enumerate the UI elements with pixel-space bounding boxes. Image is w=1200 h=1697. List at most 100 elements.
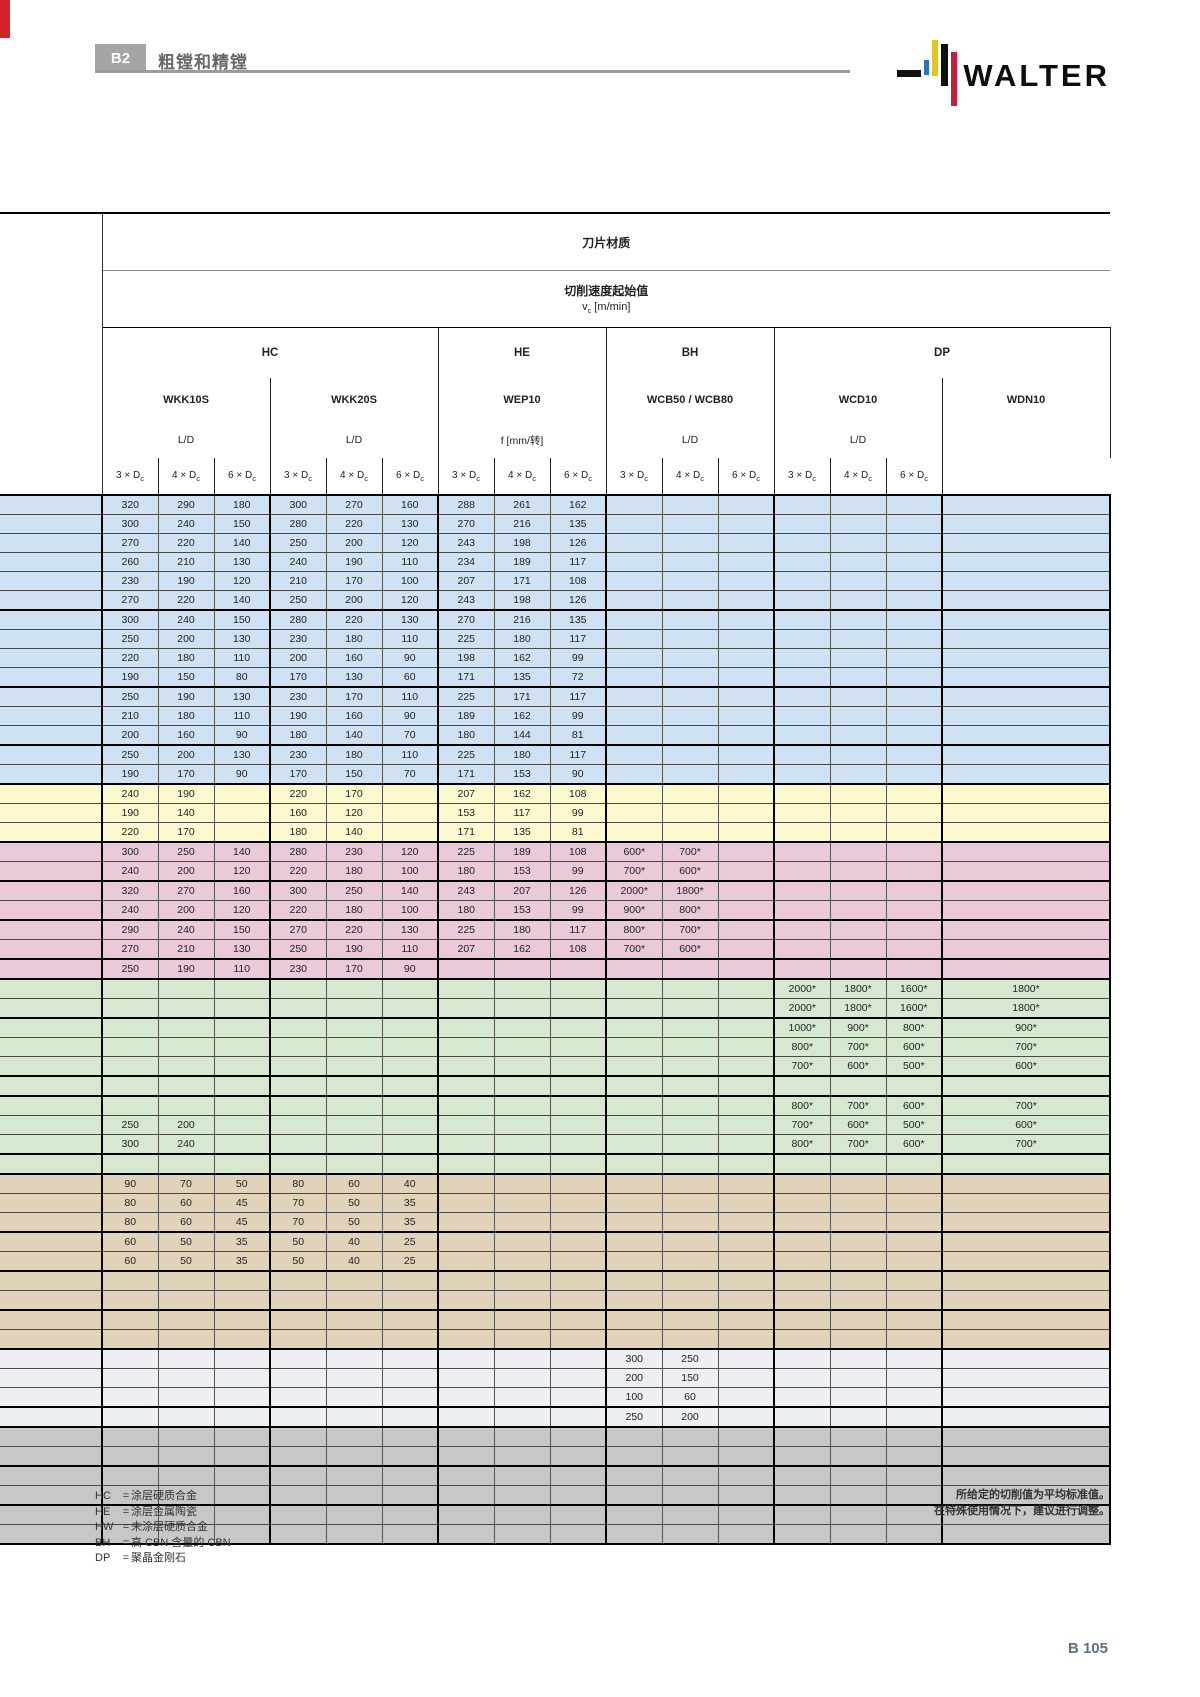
table-cell [158,998,215,1018]
tool-header: WCB50 / WCB80 [606,378,775,422]
table-cell [550,1524,607,1544]
table-cell: 40 [326,1251,383,1271]
table-cell: 220 [270,861,327,881]
table-cell [830,919,887,940]
row-label-stub [0,1329,103,1349]
table-cell [214,803,271,823]
table-cell [326,1309,383,1330]
table-cell: 270 [438,514,495,534]
wdn10-cell [942,803,1112,823]
subcol-header: 3 × Dc [102,458,159,496]
table-cell: 261 [494,494,551,515]
table-cell [326,1465,383,1486]
row-label-stub [0,783,103,804]
table-cell [550,1193,607,1213]
table-cell: 243 [438,590,495,610]
table-row: 230 190 120 210 170 100 207 171 108 [0,571,1112,591]
section-color-tab [0,0,10,38]
table-cell: 180 [326,861,383,881]
logo-red-bar-icon [951,52,958,106]
table-cell [270,1309,327,1330]
legend-label: 聚晶金刚石 [131,1552,186,1564]
unit-header: L/D [102,422,271,458]
table-cell [886,783,943,804]
table-cell [774,686,831,707]
table-cell: 600* [886,1095,943,1116]
table-cell: 270 [270,919,327,940]
wdn10-cell [942,1173,1112,1194]
table-cell: 60 [326,1173,383,1194]
table-cell: 207 [438,939,495,959]
table-cell [550,1290,607,1310]
wdn10-cell [942,744,1112,765]
wdn10-cell [942,861,1112,881]
table-cell [158,1465,215,1486]
table-cell [718,1485,775,1505]
table-cell [886,648,943,668]
table-cell [438,1387,495,1407]
table-cell: 130 [382,919,439,940]
legend-label: 涂层硬质合金 [131,1490,197,1502]
table-cell: 200 [270,648,327,668]
table-cell: 700* [774,1115,831,1135]
legend-separator: = [122,1490,130,1502]
table-cell: 180 [326,900,383,920]
row-label-stub [0,1037,103,1057]
legend-item: HC = 涂层硬质合金 [95,1489,231,1505]
row-label-stub [0,706,103,726]
table-cell: 171 [494,686,551,707]
table-cell [662,1037,719,1057]
table-cell: 1600* [886,978,943,999]
table-cell [158,1153,215,1174]
table-cell: 198 [438,648,495,668]
table-cell: 700* [830,1134,887,1154]
row-label-stub [0,725,103,745]
wdn10-cell [942,1524,1112,1544]
table-cell: 220 [102,648,159,668]
table-cell: 600* [886,1037,943,1057]
table-cell [102,1075,159,1096]
table-cell [886,706,943,726]
table-cell [606,783,663,804]
table-row: 250 200 700* 600* 500* 600* [0,1115,1112,1135]
row-label-stub [0,1251,103,1271]
table-cell: 117 [550,919,607,940]
table-cell [830,1524,887,1544]
table-cell [774,1251,831,1271]
wdn10-cell [942,1075,1112,1096]
table-cell [886,1290,943,1310]
table-cell [270,1095,327,1116]
table-row: 200 160 90 180 140 70 180 144 81 [0,725,1112,745]
table-cell [774,706,831,726]
row-label-stub [0,1524,103,1544]
table-cell [830,667,887,687]
table-cell [606,725,663,745]
table-cell: 153 [494,861,551,881]
table-cell [270,1426,327,1447]
table-cell [606,1193,663,1213]
table-cell: 290 [158,494,215,515]
table-cell [830,1446,887,1466]
table-cell [494,1290,551,1310]
table-cell: 900* [830,1017,887,1038]
table-cell: 99 [550,803,607,823]
table-cell: 162 [494,783,551,804]
table-cell: 189 [494,841,551,862]
table-cell [214,1037,271,1057]
table-cell [158,1348,215,1369]
table-cell: 99 [550,648,607,668]
table-cell: 800* [606,919,663,940]
table-cell: 170 [326,686,383,707]
table-cell [886,1329,943,1349]
table-cell: 600* [606,841,663,862]
table-cell: 600* [830,1056,887,1076]
wdn10-cell [942,571,1112,591]
table-cell: 90 [214,764,271,784]
table-cell [606,629,663,649]
table-cell: 220 [326,919,383,940]
table-cell: 220 [270,783,327,804]
table-cell [158,1504,215,1525]
table-cell [326,1115,383,1135]
table-cell [606,571,663,591]
table-cell [606,1212,663,1232]
